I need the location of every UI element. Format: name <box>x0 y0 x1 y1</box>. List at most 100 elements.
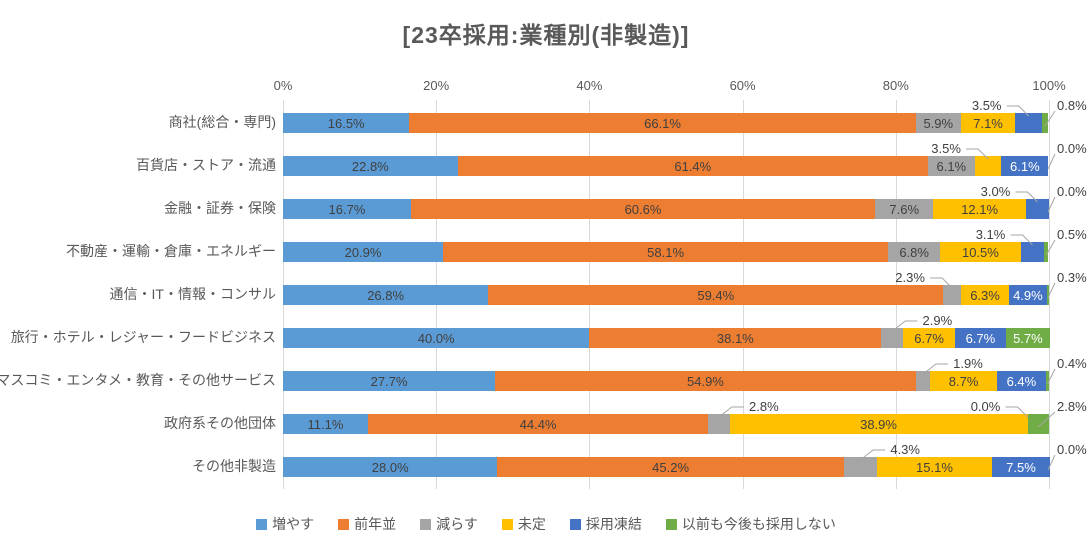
data-label: 28.0% <box>371 459 409 475</box>
callout-label: 2.9% <box>922 313 953 328</box>
legend-swatch-icon <box>501 518 513 530</box>
stacked-bar: 26.8% 59.4% 6.3% 4.9% <box>283 285 1049 305</box>
data-label: 60.6% <box>624 201 662 217</box>
data-label: 20.9% <box>344 244 382 260</box>
category-label: その他非製造 <box>192 457 276 474</box>
legend-label: 採用凍結 <box>585 516 642 532</box>
data-label: 16.7% <box>328 201 366 217</box>
data-label: 66.1% <box>644 115 681 131</box>
bar-segment: 6.3% <box>960 285 1010 305</box>
bar-row: 旅行・ホテル・レジャー・フードビジネス 40.0% 38.1% 6.7% 6.7% 5.7… <box>0 313 1092 358</box>
bar-segment: 11.1% <box>283 414 369 434</box>
data-label: 27.7% <box>370 373 408 389</box>
category-label: 政府系その他団体 <box>164 414 276 431</box>
callout-label: 3.5% <box>931 141 961 156</box>
bar-row: 金融・証券・保険 16.7% 60.6% 7.6% 12.1% 3.0% 0.0% <box>0 184 1092 229</box>
legend-label: 未定 <box>517 516 546 532</box>
data-label: 11.1% <box>307 416 344 432</box>
x-axis-tick: 60% <box>729 78 756 93</box>
bar-segment <box>1025 199 1049 219</box>
bar-segment <box>843 457 877 477</box>
legend: 増やす 前年並 減らす 未定 採用凍結 以前も今後も採用しない <box>0 514 1092 534</box>
legend-label: 減らす <box>436 516 478 532</box>
bar-segment: 26.8% <box>283 285 489 305</box>
category-label: 金融・証券・保険 <box>164 199 276 216</box>
bar-segment: 10.5% <box>940 242 1021 262</box>
bar-segment: 22.8% <box>283 156 458 176</box>
data-label: 4.9% <box>1013 287 1043 303</box>
callout-label: 3.0% <box>980 184 1011 199</box>
bar-row: マスコミ・エンタメ・教育・その他サービス 27.7% 54.9% 8.7% 6.4% 1.… <box>0 356 1092 401</box>
bar-segment: 44.4% <box>368 414 709 434</box>
bar-segment: 6.8% <box>888 242 941 262</box>
category-label: 商社(総合・専門) <box>168 113 276 130</box>
callout-label: 0.8% <box>1057 98 1087 113</box>
data-label: 8.7% <box>948 373 979 389</box>
legend-item: 未定 <box>501 514 546 534</box>
bar-segment: 66.1% <box>409 113 916 133</box>
bar-segment: 58.1% <box>443 242 889 262</box>
data-label: 38.9% <box>860 416 897 432</box>
callout-label: 0.0% <box>1057 141 1087 156</box>
data-label: 7.6% <box>889 201 920 217</box>
callout-label: 2.8% <box>1057 399 1087 414</box>
bar-segment: 7.6% <box>875 199 934 219</box>
legend-label: 増やす <box>272 516 315 532</box>
bar-segment: 15.1% <box>876 457 993 477</box>
category-label: 不動産・運輸・倉庫・エネルギー <box>66 242 276 259</box>
bar-segment <box>1027 414 1049 434</box>
bar-row: 政府系その他団体 11.1% 44.4% 38.9% 2.8% 0.0% 2.8% <box>0 399 1092 444</box>
stacked-bar: 16.7% 60.6% 7.6% 12.1% <box>283 199 1049 219</box>
bar-segment: 40.0% <box>283 328 590 348</box>
data-label: 6.4% <box>1006 373 1037 389</box>
legend-item: 前年並 <box>338 514 396 534</box>
callout-label: 0.0% <box>1057 442 1087 457</box>
bar-segment: 6.7% <box>954 328 1007 348</box>
callout-label: 0.4% <box>1057 356 1087 371</box>
x-axis-tick: 80% <box>882 78 909 93</box>
bar-segment: 38.9% <box>729 414 1028 434</box>
data-label: 45.2% <box>652 459 690 475</box>
legend-swatch-icon <box>256 518 268 530</box>
stacked-bar: 28.0% 45.2% 15.1% 7.5% <box>283 457 1050 477</box>
stacked-bar: 20.9% 58.1% 6.8% 10.5% <box>283 242 1049 262</box>
category-label: 通信・IT・情報・コンサル <box>109 285 276 302</box>
bar-segment: 8.7% <box>930 371 997 391</box>
stacked-bar: 16.5% 66.1% 5.9% 7.1% <box>283 113 1049 133</box>
category-label: マスコミ・エンタメ・教育・その他サービス <box>0 371 276 388</box>
x-axis-tick: 0% <box>273 78 293 93</box>
data-label: 5.7% <box>1013 330 1043 346</box>
bar-segment <box>943 285 961 305</box>
legend-swatch-icon <box>665 518 677 530</box>
bar-segment: 5.9% <box>915 113 961 133</box>
bar-segment: 6.1% <box>1001 156 1049 176</box>
data-label: 7.1% <box>973 115 1003 131</box>
x-axis-tick: 100% <box>1032 78 1066 93</box>
stacked-bar: 27.7% 54.9% 8.7% 6.4% <box>283 371 1049 391</box>
stacked-bar: 40.0% 38.1% 6.7% 6.7% 5.7% <box>283 328 1050 348</box>
bar-segment: 6.7% <box>903 328 955 348</box>
callout-label: 0.3% <box>1057 270 1087 285</box>
bar-row: 通信・IT・情報・コンサル 26.8% 59.4% 6.3% 4.9% 2.3% 0.3% <box>0 270 1092 315</box>
bar-segment: 38.1% <box>589 328 882 348</box>
data-label: 44.4% <box>519 416 557 432</box>
data-label: 38.1% <box>716 330 754 346</box>
data-label: 22.8% <box>351 158 389 174</box>
data-label: 6.1% <box>936 158 967 174</box>
bar-row: 商社(総合・専門) 16.5% 66.1% 5.9% 7.1% 3.5% 0.8% <box>0 98 1092 143</box>
legend-item: 増やす <box>256 514 314 534</box>
bar-segment: 7.5% <box>992 457 1050 477</box>
data-label: 6.7% <box>914 330 944 346</box>
data-label: 10.5% <box>961 244 999 260</box>
bar-segment <box>1044 242 1049 262</box>
x-axis-tick: 40% <box>576 78 603 93</box>
data-label: 58.1% <box>647 244 685 260</box>
bar-segment <box>708 414 730 434</box>
callout-label: 0.0% <box>970 399 1001 414</box>
legend-swatch-icon <box>338 518 350 530</box>
data-label: 5.9% <box>923 115 954 131</box>
bar-segment: 59.4% <box>488 285 944 305</box>
bar-segment <box>1046 285 1049 305</box>
callout-label: 3.1% <box>975 227 1006 242</box>
